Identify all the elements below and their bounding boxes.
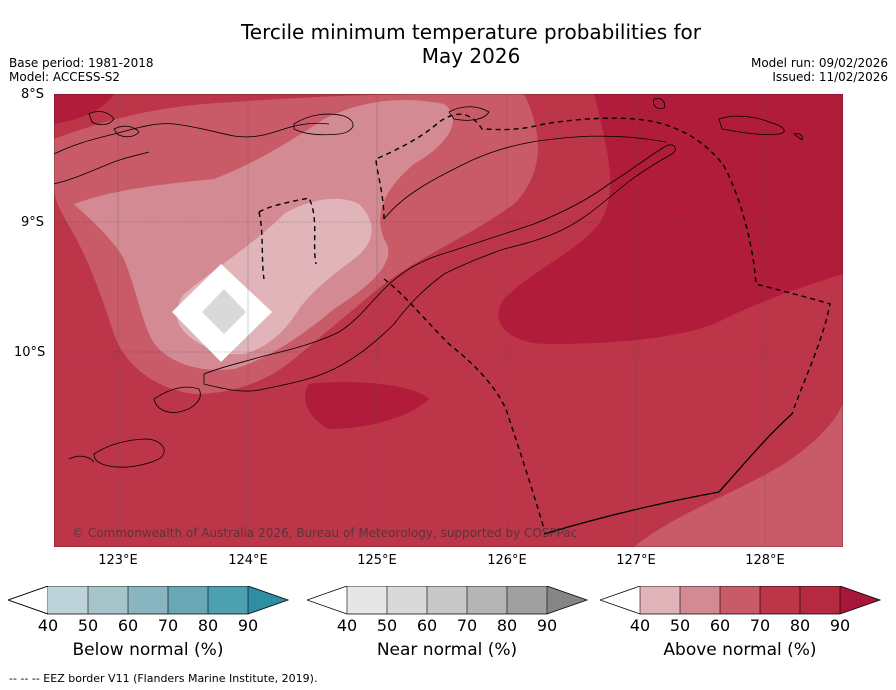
eez-border-solid <box>543 413 793 535</box>
zone-near-normal <box>202 289 246 334</box>
map-title: Tercile minimum temperature probabilitie… <box>0 20 896 68</box>
coastline-islet-2 <box>113 125 140 138</box>
coastline-wetar <box>448 106 490 121</box>
issued-date: Issued: 11/02/2026 <box>772 70 888 84</box>
meta-right: Model run: 09/02/2026 Issued: 11/02/2026 <box>751 56 888 84</box>
tick: 90 <box>829 616 851 635</box>
tick: 60 <box>709 616 731 635</box>
meta-left: Base period: 1981-2018 Model: ACCESS-S2 <box>9 56 154 84</box>
tick: 70 <box>456 616 478 635</box>
tick: 50 <box>77 616 99 635</box>
tick: 40 <box>336 616 358 635</box>
tick: 80 <box>789 616 811 635</box>
model-run: Model run: 09/02/2026 <box>750 56 888 70</box>
coastline-timor <box>203 144 676 392</box>
grid-lines <box>54 221 843 353</box>
lat-label-8s: 8°S <box>21 87 45 102</box>
lon-label-123e: 123°E <box>98 553 138 568</box>
tick: 80 <box>197 616 219 635</box>
tick: 60 <box>416 616 438 635</box>
zone-above-90-nw <box>54 94 114 124</box>
colorbar-label-below: Below normal (%) <box>72 640 224 660</box>
coastline-east-islet-2 <box>718 115 785 135</box>
tick: 80 <box>496 616 518 635</box>
lat-label-10s: 10°S <box>14 345 46 360</box>
coastline-savu <box>93 438 165 468</box>
tick: 70 <box>749 616 771 635</box>
coastline-islet-1 <box>88 111 115 126</box>
title-line-1: Tercile minimum temperature probabilitie… <box>240 20 702 44</box>
eez-legend: -- -- -- EEZ border V11 (Flanders Marine… <box>9 672 318 685</box>
tick: 40 <box>629 616 651 635</box>
title-line-2: May 2026 <box>421 44 521 68</box>
colorbar-above-normal <box>600 586 882 615</box>
tick: 60 <box>117 616 139 635</box>
eez-border <box>258 113 831 530</box>
tick: 50 <box>376 616 398 635</box>
map-canvas: © Commonwealth of Australia 2026, Bureau… <box>54 94 843 547</box>
zone-above-90-s <box>305 382 429 429</box>
coastline-alor <box>293 113 354 136</box>
grid-meridians <box>117 94 766 547</box>
lat-label-9s: 9°S <box>21 215 45 230</box>
coastline-flores <box>54 122 330 155</box>
lon-label-124e: 124°E <box>228 553 268 568</box>
tick: 40 <box>37 616 59 635</box>
colorbar-label-near: Near normal (%) <box>376 640 518 660</box>
lon-label-125e: 125°E <box>357 553 397 568</box>
tick: 90 <box>237 616 259 635</box>
colorbar-near-normal <box>307 586 589 615</box>
tick: 70 <box>157 616 179 635</box>
coastline-east-islet-3 <box>793 133 803 141</box>
model-name: Model: ACCESS-S2 <box>9 70 121 84</box>
lon-label-128e: 128°E <box>745 553 785 568</box>
colorbar-below-normal <box>8 586 290 615</box>
coastline-sumba-frag <box>68 455 95 463</box>
eez-border-south <box>383 278 545 530</box>
coastline-rote <box>153 386 201 413</box>
coastline-east-islet-1 <box>653 98 665 109</box>
zone-above-90-ne <box>498 94 843 344</box>
tick: 90 <box>536 616 558 635</box>
lon-label-127e: 127°E <box>616 553 656 568</box>
coastline-timor-north <box>383 135 667 220</box>
base-period: Base period: 1981-2018 <box>9 56 154 70</box>
lon-label-126e: 126°E <box>487 553 527 568</box>
tick: 50 <box>669 616 691 635</box>
zone-above-70-se <box>634 404 843 547</box>
map-copyright: © Commonwealth of Australia 2026, Bureau… <box>72 526 577 540</box>
colorbar-label-above: Above normal (%) <box>663 640 817 660</box>
coastline-flores-south <box>54 151 150 185</box>
eez-border-north <box>258 197 317 265</box>
coastlines <box>54 98 803 468</box>
